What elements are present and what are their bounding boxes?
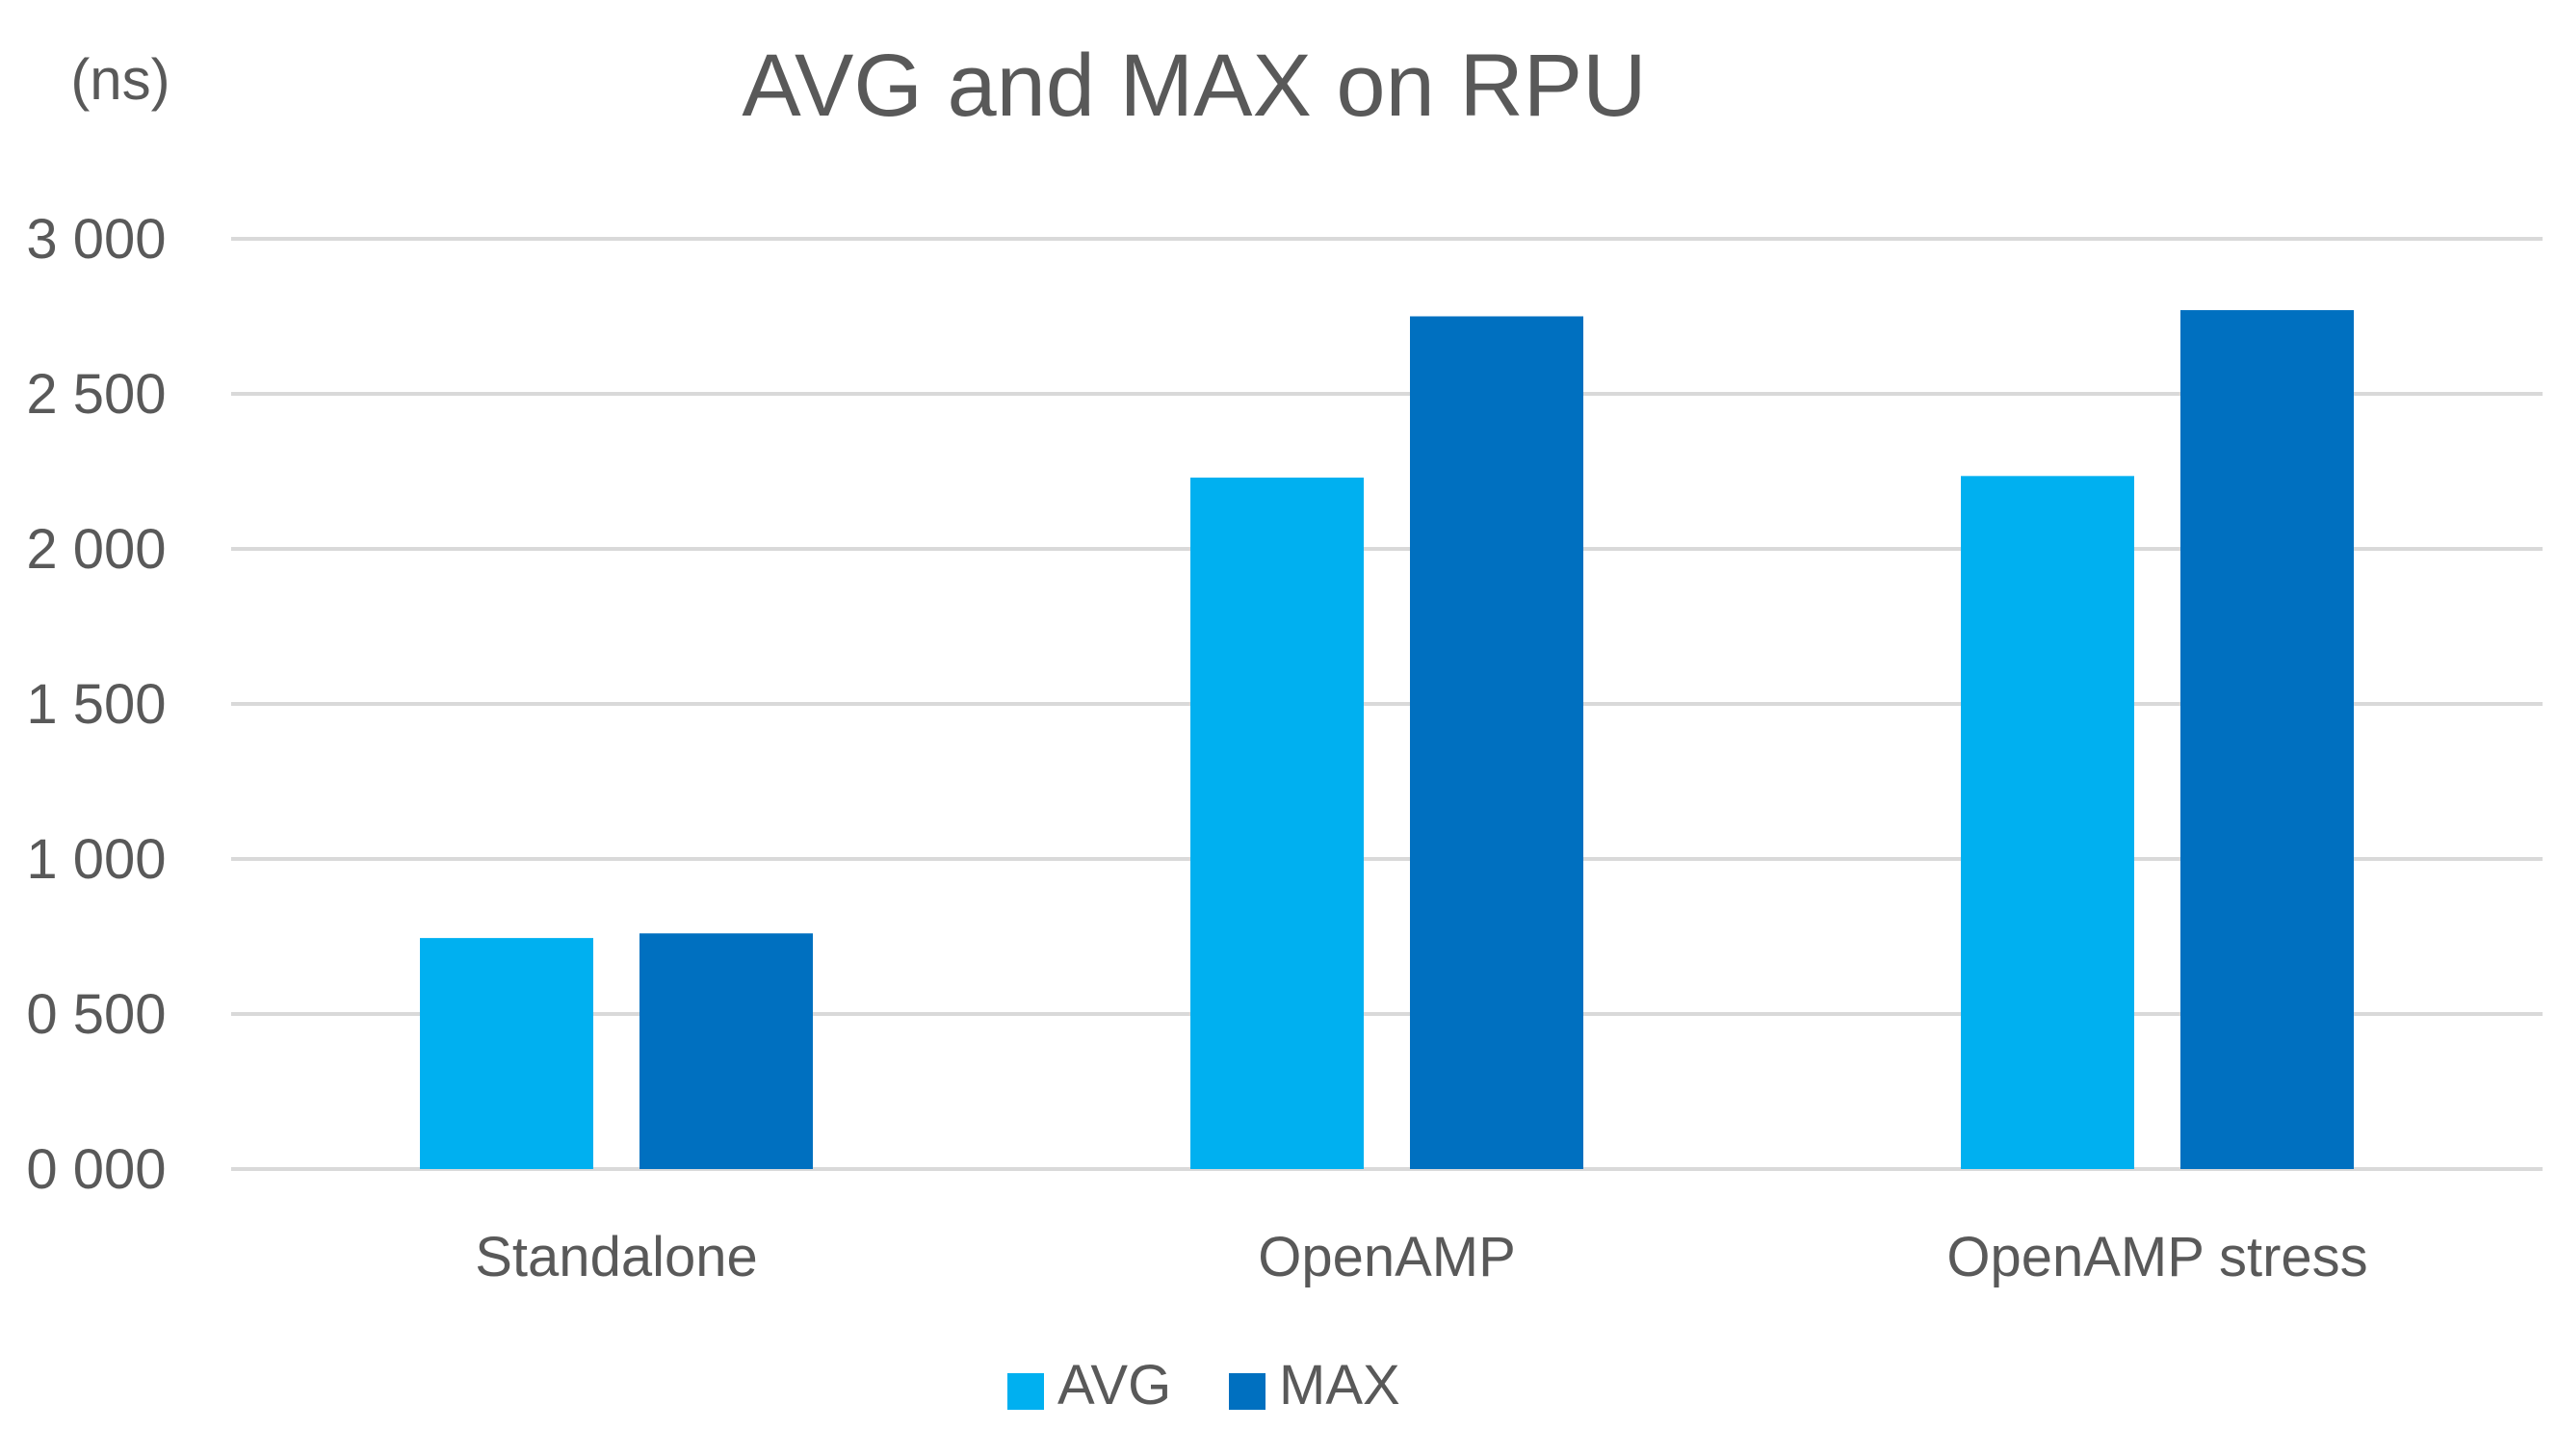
legend-swatch-max [1229,1373,1265,1410]
x-category-label: OpenAMP [1258,1226,1516,1288]
x-category-label: Standalone [475,1226,757,1288]
bar-avg [1961,476,2134,1170]
y-tick-label: 1 000 [26,828,166,891]
bar-max [639,933,813,1169]
legend-label-avg: AVG [1057,1354,1171,1417]
y-tick-label: 0 500 [26,983,166,1046]
bars [420,310,2354,1170]
bar-avg [420,938,593,1169]
gridlines [231,237,2543,1171]
y-tick-label: 3 000 [26,208,166,271]
legend-swatch-avg [1007,1373,1044,1410]
legend-label-max: MAX [1279,1354,1400,1417]
y-tick-label: 2 500 [26,363,166,426]
legend: AVG MAX [1007,1354,1400,1417]
y-tick-label: 2 000 [26,518,166,581]
y-axis-unit-label: (ns) [70,47,170,112]
bar-max [1410,316,1583,1169]
y-tick-label: 1 500 [26,673,166,736]
chart-title: AVG and MAX on RPU [742,37,1646,135]
y-axis-ticks: 0 000 0 500 1 000 1 500 2 000 2 500 3 000 [26,208,166,1201]
y-tick-label: 0 000 [26,1138,166,1201]
bar-avg [1190,477,1364,1169]
bar-max [2180,310,2354,1169]
x-axis-categories: Standalone OpenAMP OpenAMP stress [475,1226,2367,1288]
x-category-label: OpenAMP stress [1946,1226,2367,1288]
